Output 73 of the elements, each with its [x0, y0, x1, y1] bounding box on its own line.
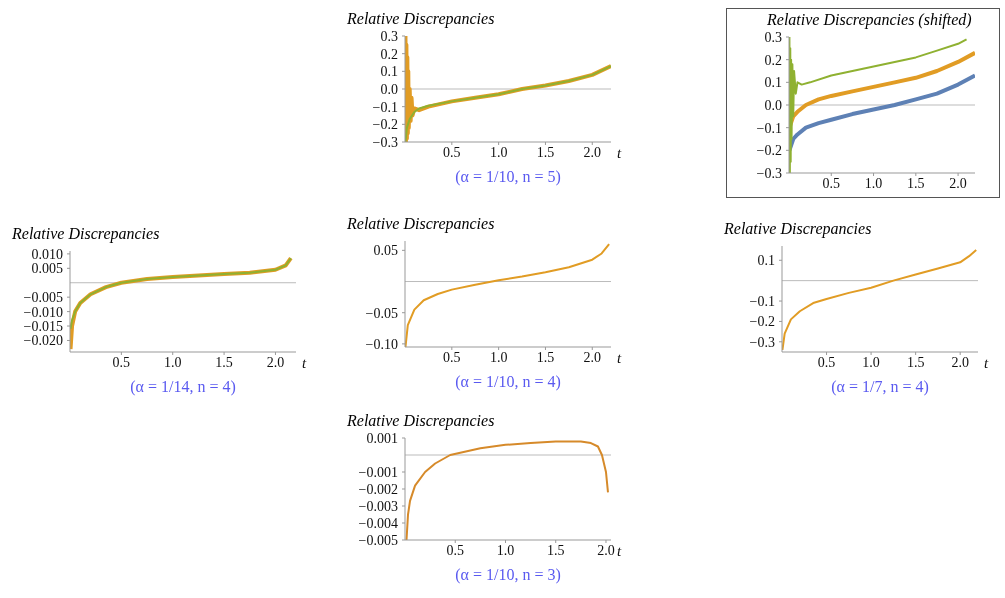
x-tick-label: 1.0	[488, 145, 509, 161]
y-tick-label: −0.3	[756, 166, 782, 181]
x-tick-label: 1.0	[863, 176, 884, 192]
chart-title: Relative Discrepancies	[346, 411, 496, 432]
y-tick-label: −0.2	[756, 143, 782, 159]
y-tick-label: −0.020	[23, 333, 63, 349]
x-tick-label: 2.0	[582, 145, 602, 161]
y-tick-label: −0.3	[372, 135, 398, 150]
x-tick-label: 1.5	[906, 176, 926, 192]
y-tick-label: −0.1	[372, 99, 398, 115]
x-tick-label: 2.0	[265, 355, 286, 371]
x-tick-label: 0.5	[816, 355, 837, 371]
y-tick-label: 0.2	[380, 46, 398, 62]
x-tick-label: 2.0	[948, 176, 968, 192]
chart-title: Relative Discrepancies	[11, 224, 161, 245]
y-tick-label: 0.3	[764, 30, 782, 45]
x-tick-label: 2.0	[582, 350, 602, 366]
y-tick-label: −0.015	[23, 319, 63, 335]
x-tick-label: 1.0	[495, 543, 516, 559]
y-tick-label: −0.10	[365, 336, 398, 352]
x-axis-title: t	[302, 355, 307, 372]
y-tick-label: −0.05	[365, 305, 398, 321]
y-tick-label: −0.010	[23, 304, 63, 320]
x-tick-label: 1.0	[861, 355, 881, 371]
chart-title: Relative Discrepancies	[723, 219, 873, 240]
text: (α = 1/10, n = 3)	[455, 566, 561, 583]
y-tick-label: 0.1	[380, 64, 398, 80]
x-tick-label: 1.5	[905, 355, 926, 371]
y-tick-label: 0.05	[373, 243, 398, 259]
y-tick-label: −0.001	[358, 465, 398, 480]
x-tick-label: 0.5	[821, 176, 841, 192]
x-tick-label: 1.5	[214, 355, 234, 371]
text: (α = 1/7, n = 4)	[831, 378, 929, 395]
x-axis-title: t	[984, 355, 989, 372]
y-tick-label: −0.003	[358, 499, 398, 514]
x-tick-label: 1.0	[488, 350, 509, 366]
y-tick-label: −0.002	[358, 482, 398, 497]
y-tick-label: −0.2	[372, 117, 398, 133]
y-tick-label: 0.001	[366, 431, 398, 446]
y-tick-label: 0.2	[764, 52, 782, 68]
x-axis-title: t	[617, 145, 622, 162]
x-axis-title: t	[617, 543, 622, 560]
x-tick-label: 0.5	[442, 350, 462, 366]
x-tick-label: 2.0	[950, 355, 970, 371]
y-tick-label: 0.005	[31, 261, 63, 277]
y-tick-label: −0.1	[756, 120, 782, 136]
y-tick-label: −0.1	[749, 294, 775, 310]
y-tick-label: −0.3	[749, 334, 775, 350]
text: (α = 1/14, n = 4)	[130, 378, 236, 395]
x-tick-label: 1.5	[545, 543, 566, 559]
y-tick-label: −0.005	[358, 533, 398, 548]
y-tick-label: 0.1	[764, 75, 782, 91]
y-tick-label: 0.0	[380, 82, 398, 97]
x-tick-label: 0.5	[442, 145, 462, 161]
y-tick-label: 0.1	[757, 253, 775, 269]
y-tick-label: 0.0	[764, 98, 782, 113]
y-tick-label: −0.2	[749, 314, 775, 330]
text: (α = 1/10, n = 5)	[455, 168, 561, 185]
x-axis-title: t	[617, 350, 622, 367]
x-tick-label: 1.0	[162, 355, 183, 371]
chart-title: Relative Discrepancies	[346, 9, 496, 30]
y-tick-label: 0.010	[31, 246, 63, 262]
x-tick-label: 2.0	[597, 543, 615, 558]
y-tick-label: −0.004	[358, 516, 398, 531]
text: (α = 1/10, n = 4)	[455, 373, 561, 390]
chart-title: Relative Discrepancies	[346, 214, 496, 235]
x-tick-label: 0.5	[111, 355, 132, 371]
x-tick-label: 1.5	[535, 350, 556, 366]
x-tick-label: 0.5	[445, 543, 465, 559]
y-tick-label: 0.3	[380, 29, 398, 44]
chart-title: Relative Discrepancies (shifted)	[766, 10, 973, 31]
y-tick-label: −0.005	[23, 290, 63, 306]
x-tick-label: 1.5	[535, 145, 556, 161]
